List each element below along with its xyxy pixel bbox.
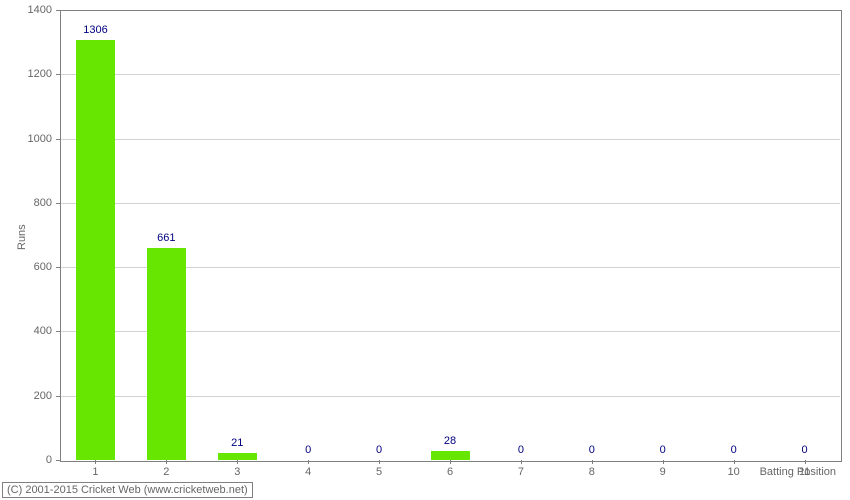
bar-value-label: 0 <box>731 444 737 456</box>
bar-value-label: 661 <box>157 232 175 244</box>
y-tick <box>56 139 60 140</box>
bar <box>431 451 470 460</box>
bar-value-label: 0 <box>518 444 524 456</box>
gridline <box>61 139 840 140</box>
y-tick-label: 1000 <box>28 133 52 145</box>
x-tick <box>308 460 309 464</box>
x-tick-label: 3 <box>234 466 240 478</box>
y-tick <box>56 203 60 204</box>
bar <box>218 453 257 460</box>
x-tick <box>95 460 96 464</box>
y-tick <box>56 460 60 461</box>
y-tick-label: 0 <box>46 454 52 466</box>
bar-value-label: 0 <box>801 444 807 456</box>
y-tick <box>56 331 60 332</box>
x-tick-label: 4 <box>305 466 311 478</box>
x-tick-label: 7 <box>518 466 524 478</box>
x-tick <box>663 460 664 464</box>
bar-value-label: 1306 <box>83 24 107 36</box>
y-tick-label: 800 <box>34 197 52 209</box>
y-tick <box>56 396 60 397</box>
y-tick <box>56 10 60 11</box>
x-tick-label: 5 <box>376 466 382 478</box>
bar-value-label: 0 <box>589 444 595 456</box>
bar <box>76 40 115 460</box>
x-tick <box>379 460 380 464</box>
x-tick <box>237 460 238 464</box>
x-tick-label: 11 <box>799 466 810 478</box>
x-tick <box>734 460 735 464</box>
x-tick <box>592 460 593 464</box>
bar-value-label: 28 <box>444 435 456 447</box>
x-tick-label: 10 <box>728 466 740 478</box>
bar-value-label: 0 <box>660 444 666 456</box>
x-tick-label: 9 <box>660 466 666 478</box>
y-tick-label: 400 <box>34 325 52 337</box>
x-tick-label: 1 <box>92 466 98 478</box>
y-tick <box>56 74 60 75</box>
gridline <box>61 74 840 75</box>
bar-value-label: 21 <box>231 437 243 449</box>
x-axis-label: Batting Position <box>760 466 836 478</box>
gridline <box>61 203 840 204</box>
x-tick <box>166 460 167 464</box>
x-tick-label: 8 <box>589 466 595 478</box>
x-tick-label: 6 <box>447 466 453 478</box>
y-tick-label: 1200 <box>28 68 52 80</box>
bar-value-label: 0 <box>305 444 311 456</box>
x-tick <box>521 460 522 464</box>
x-tick <box>450 460 451 464</box>
y-tick-label: 200 <box>34 390 52 402</box>
x-tick-label: 2 <box>163 466 169 478</box>
y-tick-label: 1400 <box>28 4 52 16</box>
copyright-text: (C) 2001-2015 Cricket Web (www.cricketwe… <box>2 482 253 498</box>
y-tick-label: 600 <box>34 261 52 273</box>
y-tick <box>56 267 60 268</box>
chart-container: Runs Batting Position (C) 2001-2015 Cric… <box>0 0 850 500</box>
bar <box>147 248 186 460</box>
x-tick <box>805 460 806 464</box>
y-axis-label: Runs <box>16 224 28 250</box>
bar-value-label: 0 <box>376 444 382 456</box>
